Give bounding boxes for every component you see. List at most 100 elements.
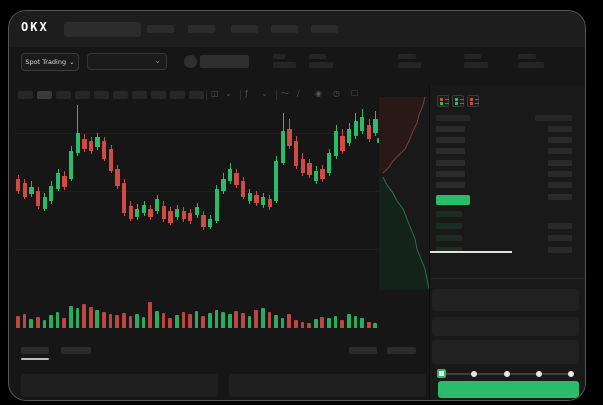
search-input[interactable] (64, 22, 141, 37)
 (440, 98, 443, 101)
volume-bar (82, 304, 86, 328)
timeframe-button[interactable] (94, 91, 109, 99)
trading-pair-selector[interactable]: ⌄ (87, 53, 167, 70)
nav-item-placeholder[interactable] (147, 25, 174, 33)
indicator-icon[interactable]: ƒ (245, 89, 248, 98)
volume-bar (174, 315, 179, 328)
price-input[interactable] (432, 289, 579, 311)
 (470, 102, 473, 105)
candlestick-chart[interactable] (15, 101, 379, 293)
ask-price-bar[interactable] (436, 171, 465, 177)
fullscreen-icon[interactable]: ☐ (351, 89, 359, 98)
ask-price-bar[interactable] (436, 137, 465, 143)
candle-style-icon[interactable]: ◫ (211, 89, 219, 98)
pair-name-placeholder (200, 55, 249, 68)
volume-bar (227, 314, 232, 328)
volume-bar (254, 310, 259, 328)
ask-price-bar[interactable] (436, 148, 465, 154)
history-panel-placeholder[interactable] (229, 374, 426, 397)
chart-gridline (15, 133, 379, 134)
amount-input[interactable] (432, 317, 579, 336)
ask-price-bar[interactable] (436, 126, 465, 132)
candle-body (313, 171, 319, 181)
orders-panel-placeholder[interactable] (21, 374, 218, 397)
nav-item-placeholder[interactable] (311, 25, 338, 33)
candle-body (188, 213, 193, 221)
volume-bar (128, 316, 133, 328)
slider-stop[interactable] (471, 371, 478, 377)
book-combined-icon[interactable] (437, 95, 449, 107)
volume-bar (280, 318, 285, 328)
volume-bar (155, 311, 159, 328)
line-tool-icon[interactable]: ～ (281, 89, 289, 98)
draw-tool-icon[interactable]: ∕ (297, 89, 300, 98)
ask-price-bar[interactable] (436, 182, 465, 188)
timeframe-button[interactable] (75, 91, 90, 99)
volume-bar (300, 322, 305, 328)
volume-bar (42, 320, 47, 328)
slider-stop[interactable] (535, 371, 542, 377)
slider-handle[interactable] (437, 369, 446, 378)
timeframe-button[interactable] (37, 91, 52, 99)
candle-wick (77, 105, 79, 156)
timeframe-button[interactable] (132, 91, 147, 99)
bid-price-bar[interactable] (436, 235, 462, 241)
timeframe-button[interactable] (56, 91, 71, 99)
okx-logo[interactable]: OKX (21, 20, 49, 34)
ask-amount-bar (548, 194, 572, 200)
candle-body (221, 179, 226, 191)
nav-item-placeholder[interactable] (271, 25, 298, 33)
book-bids-icon[interactable] (452, 95, 464, 107)
candle-body (247, 193, 252, 201)
bottom-tab[interactable] (21, 347, 49, 354)
volume-bar (207, 313, 212, 328)
depth-chart[interactable] (379, 96, 431, 291)
book-header-amount (535, 115, 572, 121)
candle-body (366, 125, 372, 139)
volume-bar (95, 310, 100, 328)
buy-submit-button[interactable] (438, 381, 579, 398)
candle-body (201, 215, 206, 227)
bottom-tab-right[interactable] (349, 347, 377, 354)
candle-body (340, 136, 345, 151)
candle-body (300, 159, 305, 173)
nav-item-placeholder[interactable] (231, 25, 258, 33)
candle-body (254, 195, 259, 203)
nav-item-placeholder[interactable] (188, 25, 215, 33)
timeframe-button[interactable] (18, 91, 33, 99)
candle-body (82, 139, 87, 149)
 (440, 102, 443, 105)
top-nav-bar: OKX (9, 11, 585, 47)
market-type-selector[interactable]: Spot Trading ⌄ (21, 53, 79, 71)
timeframe-button[interactable] (189, 91, 204, 99)
bid-price-bar[interactable] (436, 247, 462, 253)
camera-icon[interactable]: ◉ (315, 89, 322, 98)
ask-price-bar[interactable] (436, 160, 465, 166)
candle-body (55, 173, 61, 189)
chevron-down-icon[interactable]: ⌄ (225, 89, 232, 98)
history-icon[interactable]: ◷ (333, 89, 340, 98)
chevron-down-icon[interactable]: ⌄ (261, 89, 268, 98)
slider-stop[interactable] (503, 371, 510, 377)
amount-percent-slider[interactable] (437, 369, 574, 379)
book-asks-icon[interactable] (467, 95, 479, 107)
timeframe-button[interactable] (113, 91, 128, 99)
market-info-row: Spot Trading ⌄ ⌄ (9, 47, 585, 85)
bid-price-bar[interactable] (436, 223, 462, 229)
volume-bar (102, 312, 106, 328)
last-price-row[interactable] (436, 195, 470, 205)
bid-price-bar[interactable] (436, 211, 462, 217)
candle-body (320, 169, 325, 179)
timeframe-button[interactable] (170, 91, 185, 99)
volume-bar (68, 306, 73, 328)
total-input[interactable] (432, 340, 579, 364)
coin-icon (184, 55, 197, 68)
slider-stop[interactable] (568, 371, 574, 377)
stat-label-placeholder (398, 54, 416, 59)
volume-bar (16, 316, 20, 328)
bottom-tab[interactable] (61, 347, 91, 354)
ask-amount-bar (548, 148, 572, 154)
timeframe-button[interactable] (151, 91, 166, 99)
volume-bar (221, 312, 225, 328)
bottom-tab-right[interactable] (387, 347, 416, 354)
